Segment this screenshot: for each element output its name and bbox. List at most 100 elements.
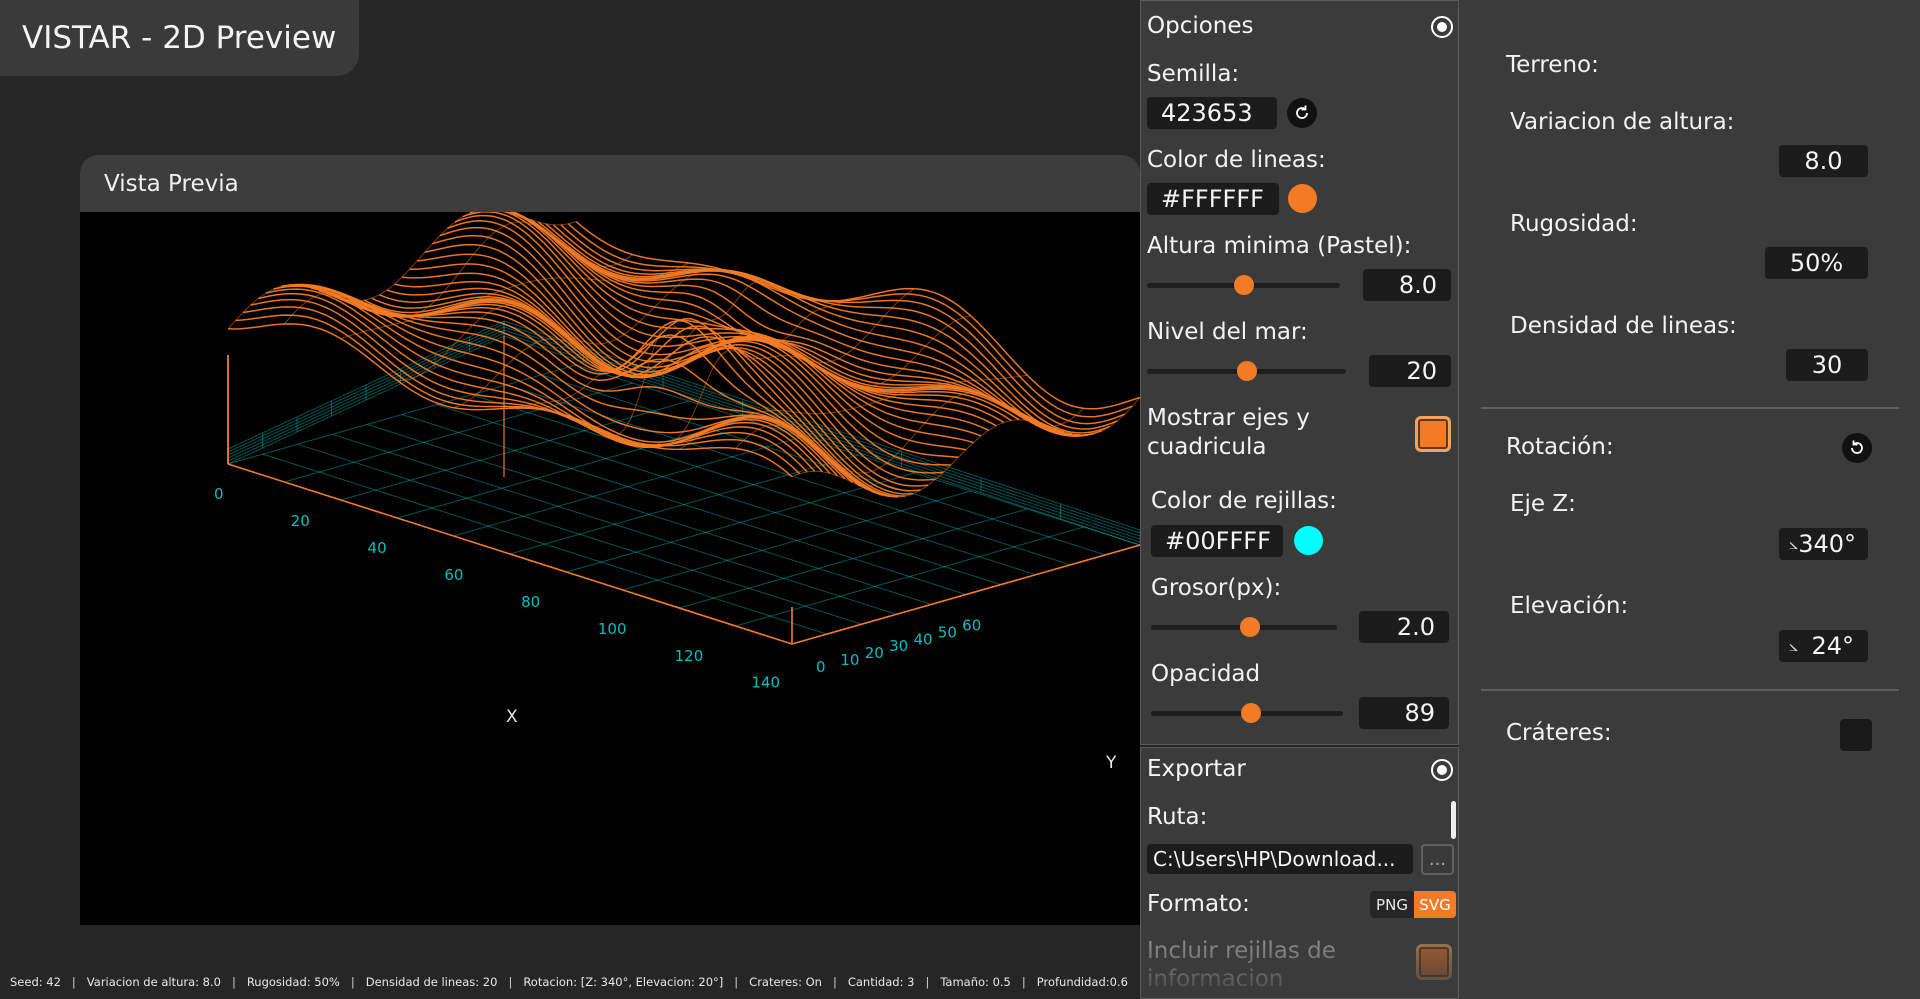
seed-label: Semilla: [1147,61,1240,87]
thickness-slider[interactable] [1151,617,1337,637]
sea-level-slider[interactable] [1147,361,1346,381]
line-density-label: Densidad de lineas: [1510,313,1737,339]
settings-panel: Terreno: Variacion de altura: 8.0 Rugosi… [1459,0,1920,999]
format-option-svg[interactable]: SVG [1414,891,1456,918]
roughness-input[interactable]: 50% [1765,247,1868,279]
surface-line [397,268,746,381]
craters-label: Cráteres: [1506,720,1612,746]
axis-ticks: 0 20 40 60 80 100 120 140 0 10 20 30 40 50 60 X Y [214,485,1117,773]
elevation-input[interactable]: ⦣ 24° [1779,630,1868,662]
grid-color-swatch[interactable] [1294,526,1323,555]
surface-line [453,280,802,409]
line-density-input[interactable]: 30 [1786,349,1868,381]
x-tick-label: 100 [598,620,627,638]
wall-grid-line [227,323,505,453]
wall-grid-line [503,320,1140,531]
grid-lines [227,320,1140,645]
wall-grid-line [503,323,1140,534]
surface-line [333,295,898,498]
surface-line [340,262,690,340]
y-axis-label: Y [1105,753,1117,773]
status-separator: | [71,975,76,989]
floor-grid-line [401,414,967,595]
status-separator: | [734,975,739,989]
preview-header: Vista Previa [80,155,1140,212]
terrain-3d-plot[interactable]: 0 20 40 60 80 100 120 140 0 10 20 30 40 50 60 X Y [80,212,1140,925]
min-height-slider[interactable] [1147,275,1340,295]
floor-grid-line [575,364,1140,546]
grid-color-input[interactable]: #00FFFF [1151,525,1283,557]
floor-grid-line [297,443,862,625]
info-grids-checkbox[interactable] [1416,944,1452,980]
options-collapse-radio[interactable] [1431,16,1453,38]
path-input[interactable]: C:\Users\HP\Download... [1147,844,1413,874]
opacity-slider-thumb[interactable] [1240,703,1261,723]
browse-button[interactable]: ... [1421,844,1454,875]
min-height-slider-thumb[interactable] [1233,275,1254,295]
line-color-input[interactable]: #FFFFFF [1147,183,1279,215]
sea-level-slider-thumb[interactable] [1236,361,1257,381]
export-scrollbar[interactable] [1451,801,1456,839]
opacity-input[interactable]: 89 [1359,697,1449,729]
status-separator: | [925,975,930,989]
floor-grid-line [340,400,689,501]
opacity-slider[interactable] [1151,703,1343,723]
thickness-slider-thumb[interactable] [1239,617,1260,637]
info-grids-label-line1: Incluir rejillas de [1147,938,1336,964]
axis-z-input[interactable]: ⦣ 340° [1779,528,1868,560]
y-tick-label: 40 [913,630,932,648]
thickness-input[interactable]: 2.0 [1359,611,1449,643]
show-axes-checkbox[interactable] [1415,416,1451,452]
line-color-swatch[interactable] [1288,184,1317,213]
height-variation-label: Variacion de altura: [1510,109,1735,135]
wall-grid-line [227,326,505,456]
preview-card: Vista Previa 0 20 40 60 80 100 120 140 0 10 20 30 40… [80,155,1140,925]
grid-color-label: Color de rejillas: [1151,488,1337,514]
export-collapse-radio[interactable] [1431,759,1453,781]
seed-refresh-button[interactable] [1287,98,1317,128]
y-tick-label: 60 [962,616,981,634]
roughness-label: Rugosidad: [1510,211,1638,237]
rotation-reset-button[interactable] [1842,433,1872,463]
height-variation-input[interactable]: 8.0 [1779,145,1868,177]
axis-z-label: Eje Z: [1510,491,1576,517]
status-item: Crateres: On [749,975,822,989]
min-height-input[interactable]: 8.0 [1363,269,1451,301]
export-panel: Exportar Ruta: C:\Users\HP\Download... .… [1140,747,1459,999]
info-grids-label-line2: informacion [1147,966,1284,992]
surface-line [288,283,853,483]
line-color-label: Color de lineas: [1147,147,1326,173]
format-toggle[interactable]: PNG SVG [1370,891,1456,918]
surface-line [447,220,1012,422]
surface-line [326,292,891,498]
x-axis-label: X [506,707,518,727]
seed-input[interactable]: 423653 [1147,97,1277,129]
surface-line [227,212,577,330]
floor-grid-line [332,433,897,615]
terrain-divider [1481,407,1899,409]
y-tick-label: 20 [865,644,884,662]
floor-grid-line [735,526,1084,627]
floor-grid-line [471,394,1036,576]
x-tick-label: 120 [675,647,704,665]
status-separator: | [832,975,837,989]
surface-line [537,221,1103,437]
surface-line [735,392,1084,474]
x-tick-label: 20 [291,512,310,530]
terrain-surface [227,212,1140,498]
sea-level-input[interactable]: 20 [1369,355,1451,387]
craters-checkbox[interactable] [1838,717,1874,753]
elevation-label: Elevación: [1510,593,1629,619]
surface-line [791,397,1140,498]
format-option-png[interactable]: PNG [1370,891,1414,918]
status-item: Densidad de lineas: 20 [365,975,498,989]
rotation-title: Rotación: [1506,434,1614,460]
status-item: Seed: 42 [10,975,61,989]
floor-grid-line [397,418,746,519]
opacity-label: Opacidad [1151,661,1261,687]
status-item: Variacion de altura: 8.0 [86,975,221,989]
x-tick-label: 140 [751,674,780,692]
axis-frame [227,336,1140,645]
reset-rotation-icon [1851,440,1863,454]
path-label: Ruta: [1147,804,1208,830]
